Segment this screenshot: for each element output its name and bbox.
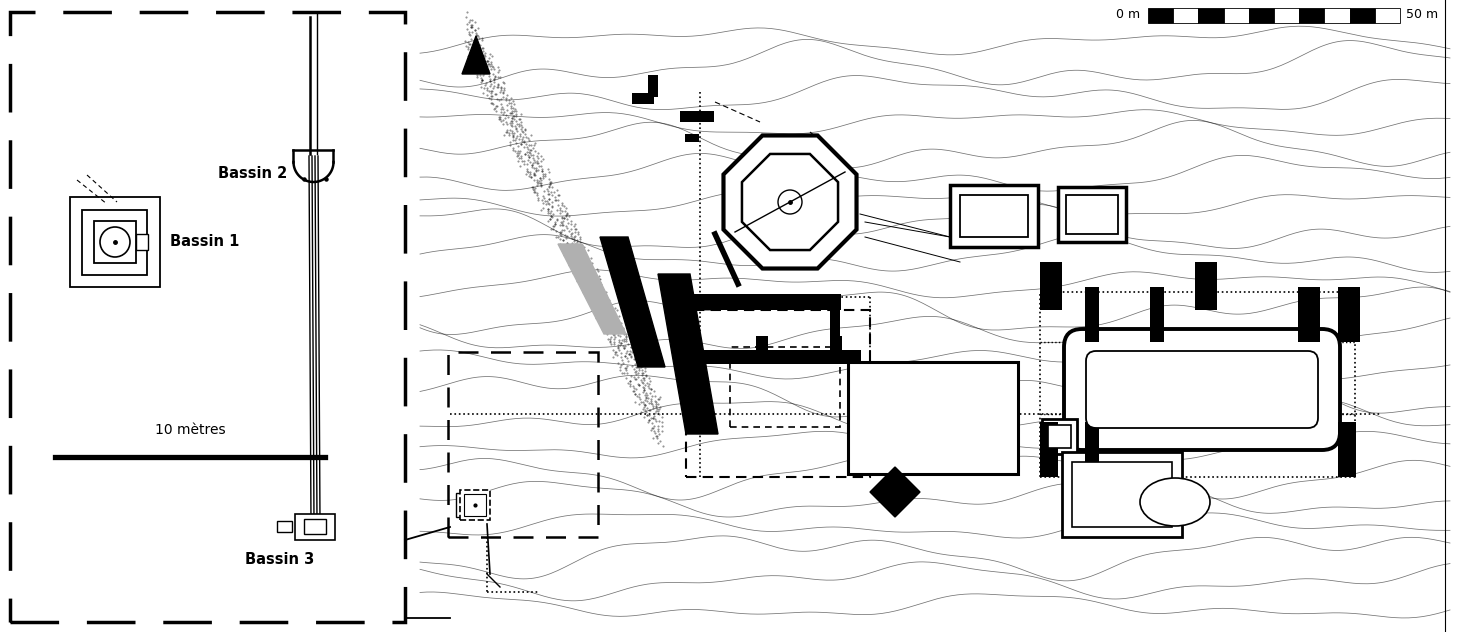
Bar: [464, 494, 486, 516]
Bar: [461, 490, 490, 520]
Text: 50 m: 50 m: [1406, 8, 1438, 21]
Bar: [1350, 8, 1375, 23]
Text: 10 mètres: 10 mètres: [155, 423, 226, 437]
Bar: [685, 134, 698, 142]
Bar: [959, 195, 1028, 237]
Bar: [1066, 195, 1118, 234]
Bar: [647, 75, 658, 97]
Bar: [1174, 8, 1198, 23]
Circle shape: [779, 190, 802, 214]
Bar: [1042, 419, 1077, 454]
Bar: [1040, 262, 1061, 310]
Polygon shape: [601, 237, 665, 367]
Bar: [1040, 422, 1059, 477]
FancyBboxPatch shape: [1064, 329, 1340, 450]
Bar: [1072, 462, 1172, 527]
Bar: [687, 350, 862, 364]
Bar: [277, 521, 292, 532]
Polygon shape: [462, 36, 490, 74]
Bar: [1324, 8, 1350, 23]
Polygon shape: [742, 154, 838, 250]
Bar: [1198, 8, 1223, 23]
Bar: [1048, 425, 1072, 448]
Bar: [448, 352, 598, 537]
Bar: [70, 197, 160, 287]
Bar: [461, 497, 475, 513]
Bar: [136, 234, 149, 250]
Polygon shape: [658, 274, 717, 434]
Text: Bassin 3: Bassin 3: [245, 552, 315, 568]
Bar: [416, 0, 1458, 632]
Polygon shape: [558, 244, 625, 334]
Bar: [456, 493, 480, 517]
Bar: [687, 308, 695, 336]
Text: Bassin 2: Bassin 2: [219, 166, 287, 181]
Circle shape: [101, 227, 130, 257]
Bar: [830, 308, 840, 336]
Bar: [1375, 8, 1400, 23]
Bar: [1250, 8, 1274, 23]
Bar: [1338, 422, 1356, 477]
Bar: [10, 12, 405, 622]
Bar: [679, 111, 714, 122]
Polygon shape: [723, 135, 856, 269]
Bar: [295, 514, 335, 540]
Bar: [757, 336, 768, 364]
Bar: [1085, 287, 1099, 342]
Bar: [687, 294, 841, 310]
Bar: [1196, 262, 1217, 310]
Bar: [1223, 8, 1250, 23]
Bar: [1298, 287, 1319, 342]
Bar: [849, 362, 1018, 474]
Bar: [1299, 8, 1324, 23]
Bar: [83, 209, 147, 274]
Ellipse shape: [1140, 478, 1210, 526]
Bar: [631, 93, 655, 104]
Bar: [1147, 8, 1174, 23]
Bar: [93, 221, 136, 263]
Bar: [1059, 187, 1126, 242]
Bar: [1274, 8, 1299, 23]
Text: Bassin 1: Bassin 1: [171, 234, 239, 250]
Text: 0 m: 0 m: [1115, 8, 1140, 21]
Bar: [1150, 287, 1163, 342]
FancyBboxPatch shape: [1086, 351, 1318, 428]
Bar: [305, 519, 327, 534]
Bar: [1061, 452, 1182, 537]
Bar: [1338, 287, 1360, 342]
Bar: [1085, 422, 1099, 477]
Bar: [830, 336, 843, 364]
Polygon shape: [870, 467, 920, 517]
Bar: [951, 185, 1038, 247]
